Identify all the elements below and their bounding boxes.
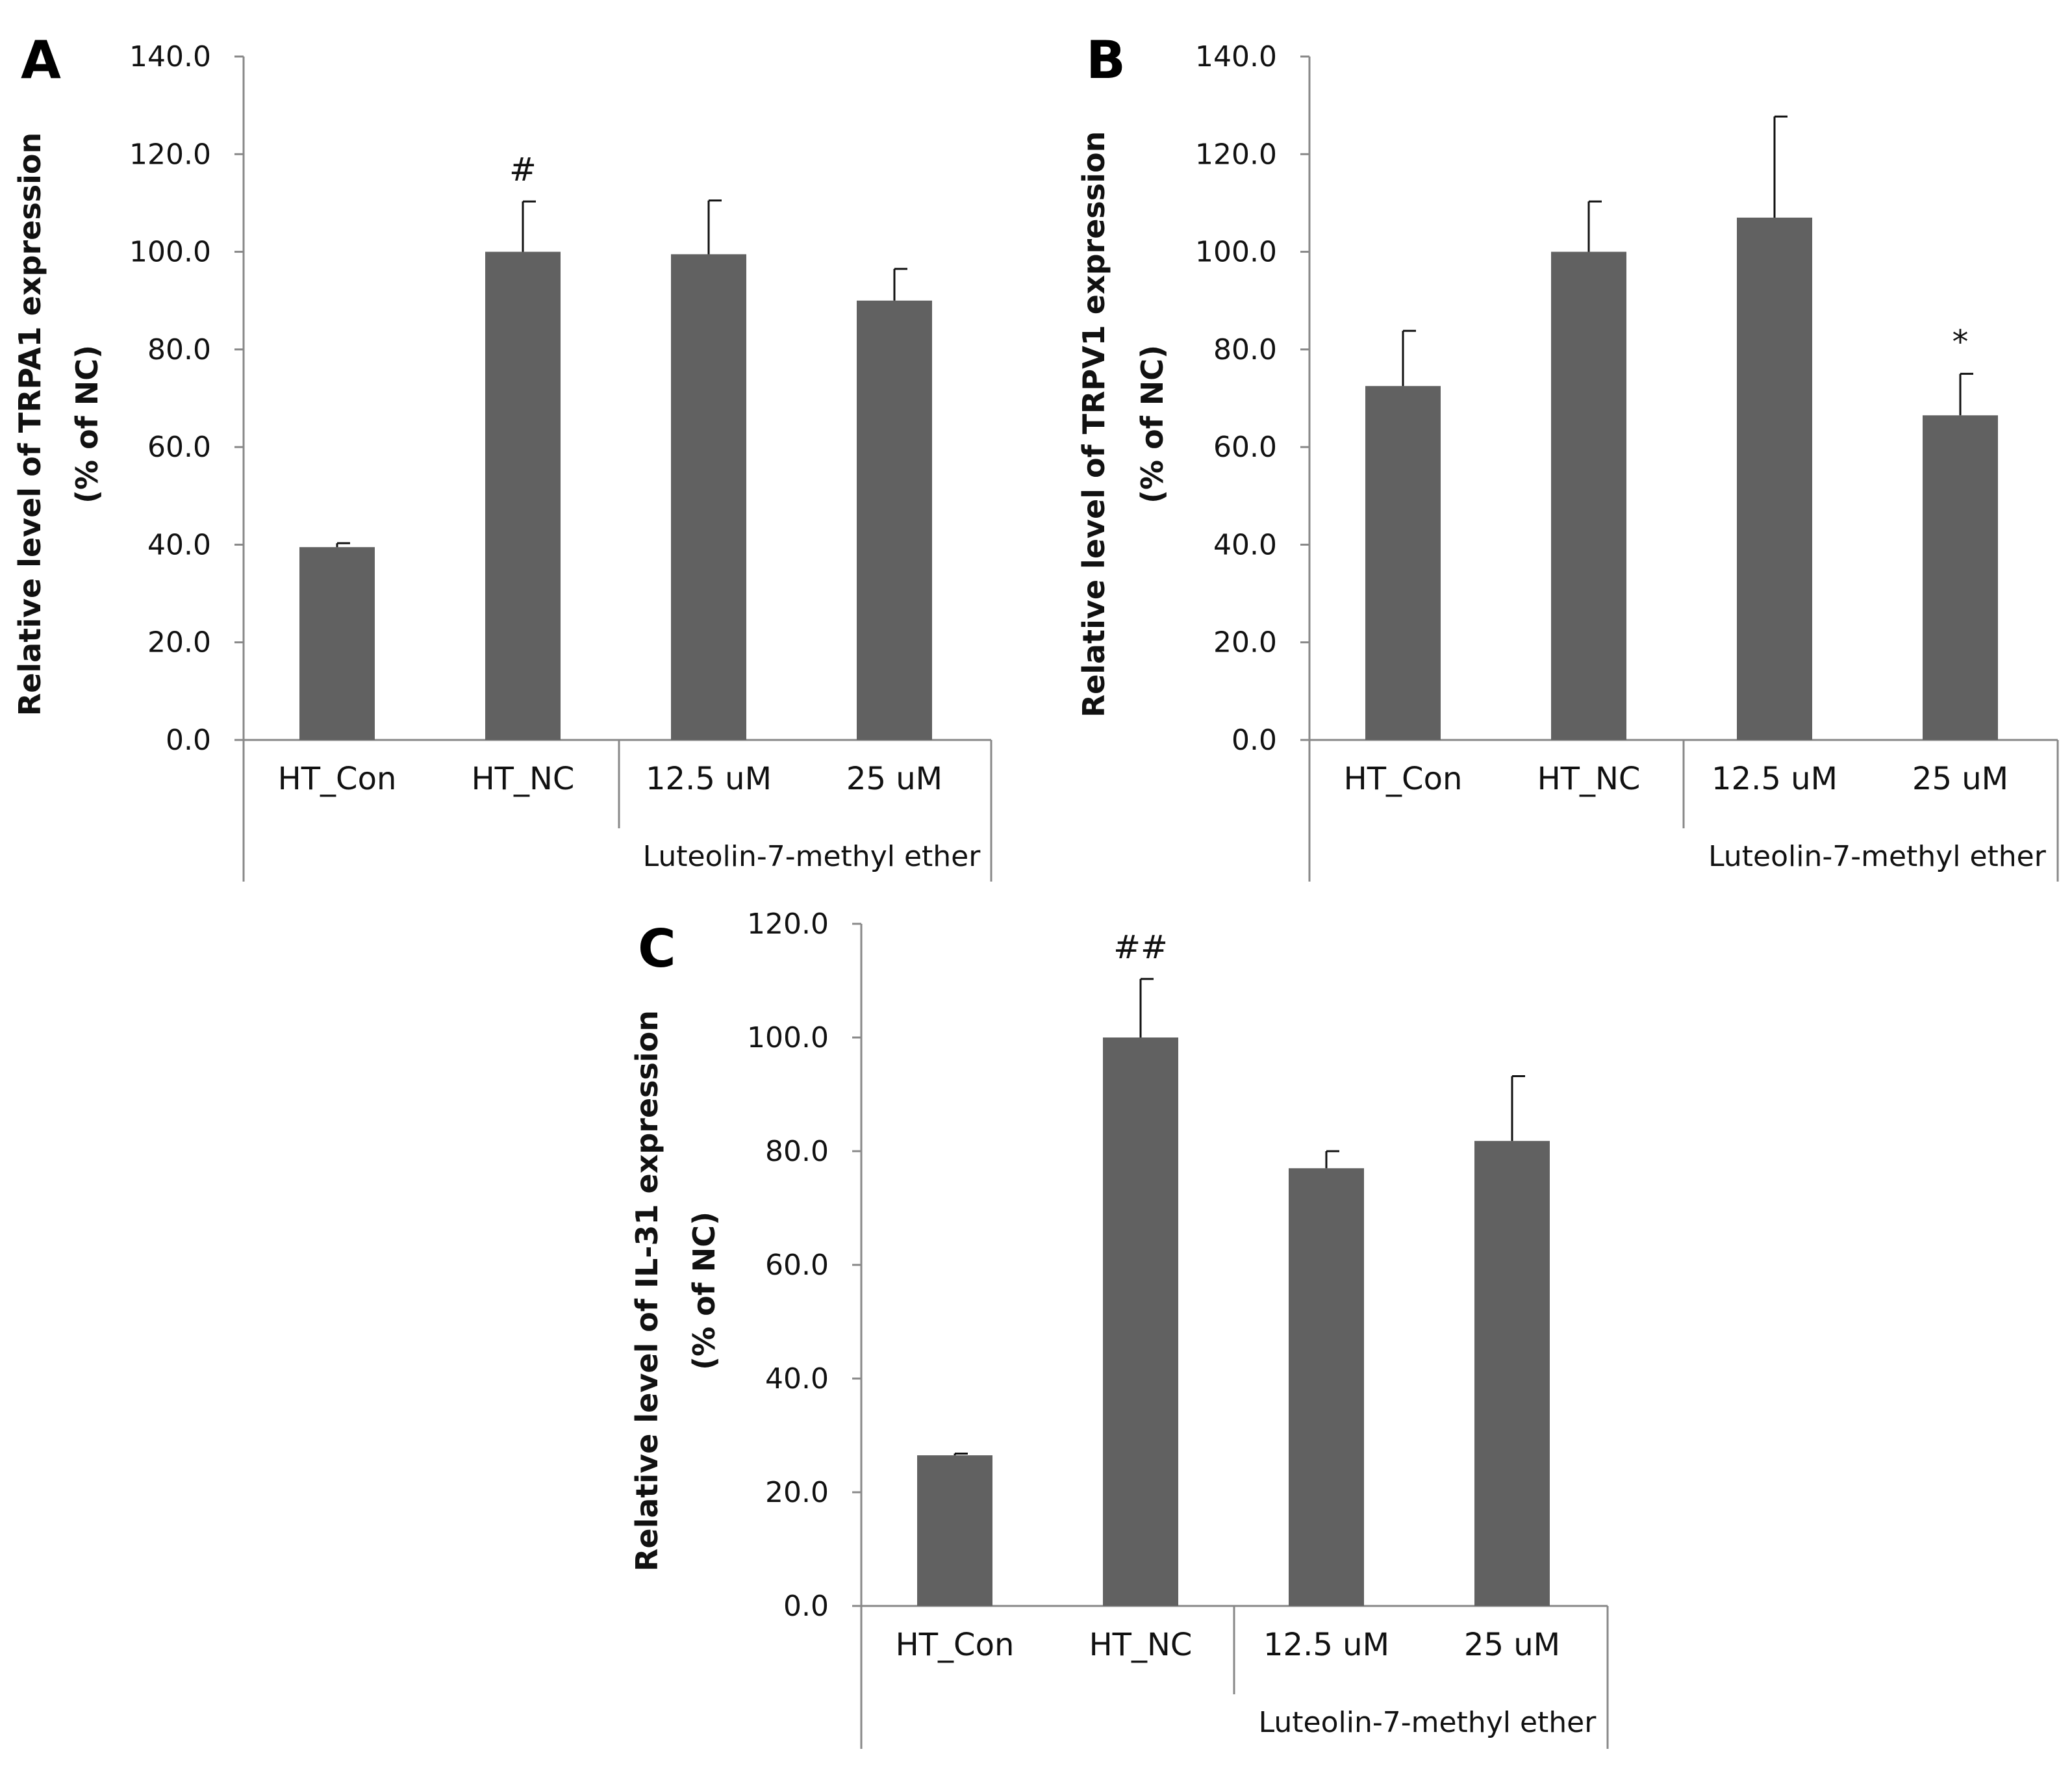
x-category-label: 12.5 uM	[646, 761, 772, 797]
x-category-label: HT_NC	[472, 761, 575, 797]
group-label: Luteolin-7-methyl ether	[1708, 840, 2047, 873]
y-tick-label: 0.0	[783, 1590, 829, 1623]
y-axis-title-units: (% of NC)	[687, 1212, 722, 1370]
x-category-label: HT_NC	[1537, 761, 1641, 797]
y-tick-label: 80.0	[1213, 333, 1277, 366]
bar-2	[1289, 1168, 1364, 1606]
y-axis-title-units: (% of NC)	[69, 345, 105, 503]
x-category-label: 12.5 uM	[1712, 761, 1838, 797]
y-tick-label: 140.0	[1195, 40, 1277, 73]
bar-0	[917, 1455, 992, 1606]
panel-letter: B	[1086, 30, 1126, 90]
chart-panel-b: B 0.0 20.0 40.0 60.0 80.0 100.0 120.0 140.0 HT_Co…	[1076, 30, 2059, 882]
y-tick-label: 140.0	[129, 40, 211, 73]
y-tick-label: 60.0	[765, 1249, 829, 1282]
bar-2	[671, 254, 746, 740]
significance-marker-1: #	[509, 151, 537, 188]
y-tick-label: 120.0	[129, 138, 211, 171]
y-tick-label: 80.0	[147, 333, 211, 366]
y-tick-label: 40.0	[1213, 528, 1277, 561]
y-axis-title: Relative level of IL-31 expression	[629, 1010, 664, 1572]
bar-1	[1551, 251, 1626, 741]
bar-3	[857, 300, 932, 740]
bar-3	[1474, 1141, 1550, 1606]
bar-0	[299, 547, 375, 740]
y-axis-title: Relative level of TRPV1 expression	[1076, 131, 1111, 718]
y-tick-label: 40.0	[147, 528, 211, 561]
y-tick-label: 60.0	[147, 431, 211, 464]
y-axis-title-units: (% of NC)	[1135, 345, 1170, 503]
y-tick-label: 40.0	[765, 1362, 829, 1395]
x-category-label: HT_Con	[1344, 761, 1463, 797]
y-tick-label: 0.0	[1232, 724, 1277, 757]
x-category-label: 25 uM	[1464, 1627, 1560, 1663]
x-category-label: 25 uM	[846, 761, 942, 797]
x-category-label: 25 uM	[1912, 761, 2008, 797]
panel-letter: A	[21, 30, 61, 90]
y-tick-label: 120.0	[747, 908, 829, 941]
y-axis-title: Relative level of TRPA1 expression	[12, 133, 47, 716]
significance-marker-1: ##	[1113, 928, 1168, 966]
bar-3	[1923, 415, 1998, 740]
group-label: Luteolin-7-methyl ether	[643, 840, 981, 873]
x-category-label: HT_NC	[1089, 1627, 1193, 1663]
x-category-label: HT_Con	[278, 761, 397, 797]
panel-letter: C	[638, 919, 676, 979]
bar-0	[1365, 386, 1441, 740]
y-tick-label: 20.0	[1213, 626, 1277, 659]
bar-1	[485, 251, 561, 741]
x-category-label: 12.5 uM	[1263, 1627, 1389, 1663]
chart-panel-c: C 0.0 20.0 40.0 60.0 80.0 100.0 120.0 HT_Con ## HT…	[629, 908, 1609, 1749]
y-tick-label: 100.0	[747, 1021, 829, 1054]
y-tick-label: 120.0	[1195, 138, 1277, 171]
y-tick-label: 100.0	[1195, 236, 1277, 269]
y-tick-label: 100.0	[129, 236, 211, 269]
y-tick-label: 0.0	[166, 724, 211, 757]
group-label: Luteolin-7-methyl ether	[1259, 1706, 1597, 1739]
y-tick-label: 60.0	[1213, 431, 1277, 464]
y-tick-label: 80.0	[765, 1135, 829, 1168]
y-tick-label: 20.0	[147, 626, 211, 659]
bar-2	[1737, 217, 1812, 740]
significance-marker-3: *	[1952, 323, 1969, 361]
bar-1	[1103, 1037, 1178, 1606]
chart-panel-a: A 0.0 20.0 40.0 60.0 80.0 100.0 120.0 140.0 HT_Co…	[12, 30, 992, 882]
y-tick-label: 20.0	[765, 1476, 829, 1509]
x-category-label: HT_Con	[896, 1627, 1015, 1663]
